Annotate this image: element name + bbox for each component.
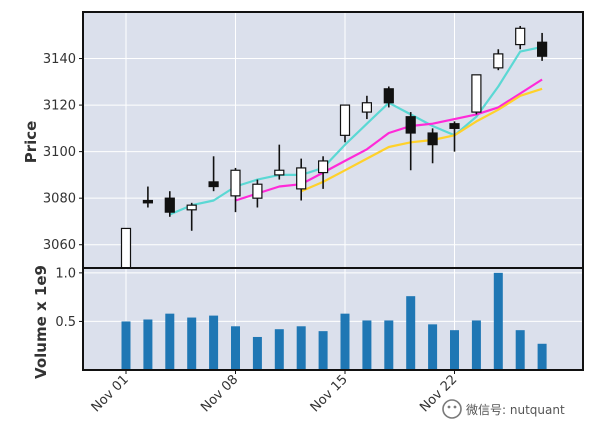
volume-bar [318,331,328,370]
date-tick-label: Nov 15 [308,372,351,415]
candle-body-up [361,102,372,113]
candle-body-up [230,169,241,197]
price-tick-label: 3080 [43,192,76,207]
date-tick-label: Nov 08 [198,372,241,415]
volume-axis-label: Volume x 1e9 [32,265,50,379]
watermark-text: 微信号: nutquant [466,403,565,417]
price-tick-label: 3140 [43,52,76,67]
volume-bar [515,330,525,370]
candle-body-down [405,116,416,134]
date-tick-label: Nov 01 [89,372,132,415]
watermark: 微信号: nutquant [442,399,565,419]
price-tick-label: 3120 [43,99,76,114]
candle-body-down [142,199,153,204]
volume-bar [450,330,459,370]
volume-bar [493,272,503,370]
volume-bar [121,321,131,370]
wechat-icon-eye-right [453,405,457,409]
ma6-line [235,78,543,202]
volume-bar [296,326,306,370]
price-panel-bg [83,12,583,268]
volume-bar [471,320,481,370]
volume-bar [384,320,394,370]
volume-tick-label: 1.0 [55,266,76,281]
volume-bars [121,272,547,370]
volume-panel-bg [83,268,583,370]
volume-bar [340,313,350,370]
candle-body-up [252,183,263,199]
volume-bar [165,313,175,370]
volume-bar [187,317,197,370]
candle-body-up [186,204,197,211]
price-axis-label: Price [22,121,40,164]
candle-body-up [296,167,307,190]
candle-body-up [515,27,526,46]
price-tick-label: 3060 [43,238,76,253]
candles [120,25,548,269]
wechat-icon-eye-left [447,405,451,409]
candle-body-up [471,74,482,113]
volume-bar [362,320,372,370]
candle-body-up [318,160,329,174]
volume-bar [231,326,240,370]
candle-body-down [536,41,548,57]
candle-body-down [164,197,175,213]
candle-body-down [427,132,438,146]
candle-body-down [449,123,460,129]
volume-panel-frame [82,267,584,371]
ma9-line [300,87,543,193]
volume-bar [209,315,219,370]
volume-bar [428,324,438,370]
candle-body-up [493,53,504,69]
volume-bar [143,319,153,370]
date-tick-label: Nov 22 [417,372,460,415]
candle-body-up [274,169,285,176]
price-tick-label: 3100 [43,145,76,160]
candle-body-up [339,104,351,136]
wechat-icon [442,399,462,419]
volume-tick-label: 0.5 [55,315,76,330]
volume-bar [406,296,416,370]
candle-body-up [120,227,132,269]
candle-body-down [383,88,394,104]
volume-bar [252,336,262,370]
volume-bar [537,343,547,370]
candle-body-down [208,181,219,188]
volume-bar [274,329,284,370]
